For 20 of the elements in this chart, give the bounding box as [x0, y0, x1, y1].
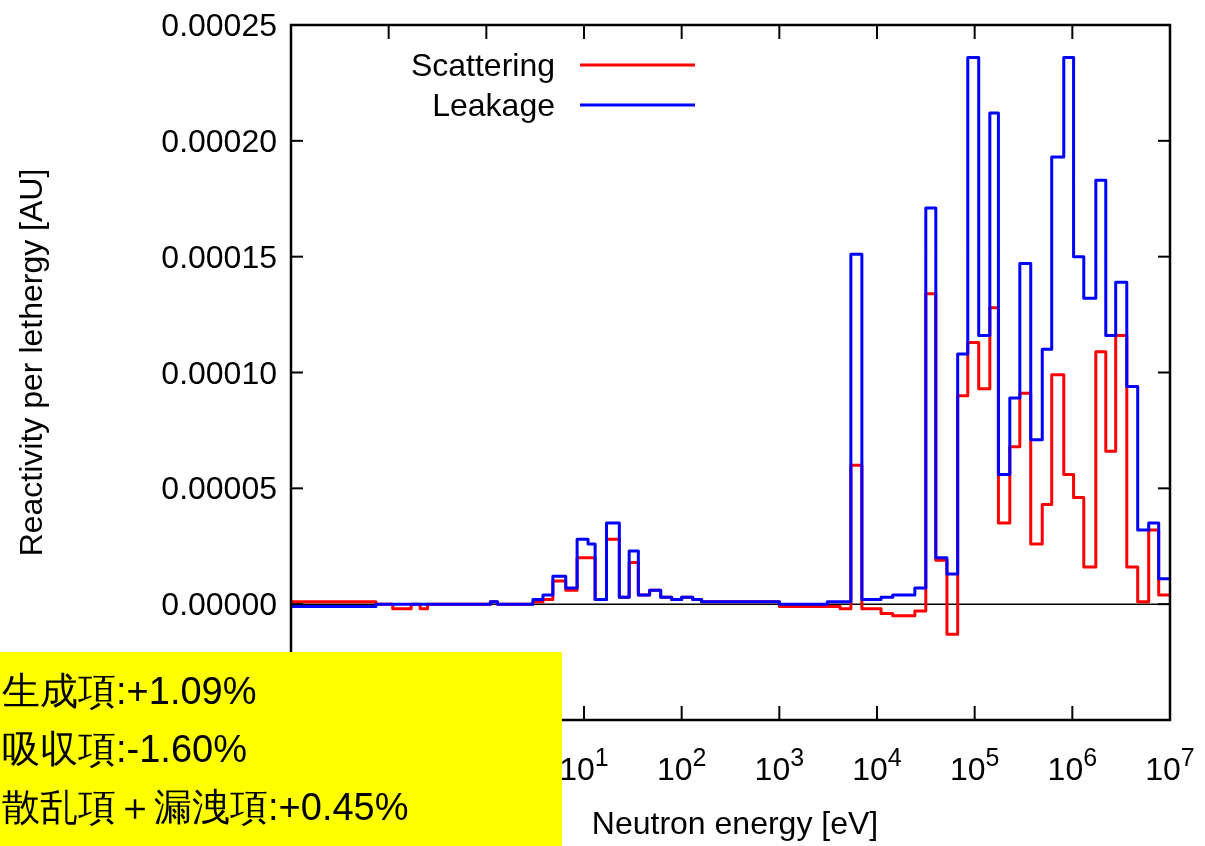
x-tick-label: 10$^{6}$	[1047, 743, 1098, 787]
x-tick-label: 10$^{1}$	[559, 743, 609, 787]
x-tick-label: 10$^{2}$	[656, 743, 707, 787]
x-axis-title: Neutron energy [eV]	[591, 805, 879, 841]
y-tick-label: 0.00020	[161, 122, 277, 159]
y-tick-label: 0.00005	[161, 470, 277, 507]
x-tick-label: 10$^{4}$	[852, 743, 902, 787]
legend-label: Leakage	[432, 87, 555, 123]
x-tick-label: 10$^{7}$	[1145, 743, 1195, 787]
y-tick-label: 0.00025	[161, 7, 277, 43]
y-axis-title: Reactivity per lethergy [AU]	[13, 168, 49, 557]
x-tick-label: 10$^{5}$	[949, 743, 1000, 787]
y-tick-label: 0.00015	[161, 238, 277, 275]
text: 生成項:+1.09%	[2, 670, 257, 712]
x-tick-label: 10$^{3}$	[754, 743, 805, 787]
text: 吸収項:-1.60%	[2, 728, 247, 770]
y-tick-label: 0.00010	[161, 354, 277, 391]
y-tick-label: 0.00000	[161, 586, 277, 623]
text: 散乱項＋漏洩項:+0.45%	[2, 786, 409, 828]
legend-label: Scattering	[410, 47, 555, 83]
